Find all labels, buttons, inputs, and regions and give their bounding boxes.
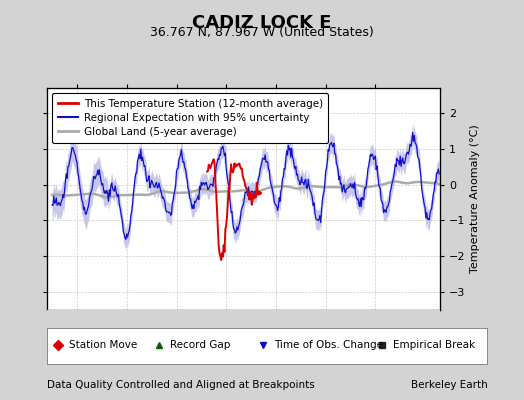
Text: Berkeley Earth: Berkeley Earth	[411, 380, 487, 390]
Text: CADIZ LOCK E: CADIZ LOCK E	[192, 14, 332, 32]
Text: Data Quality Controlled and Aligned at Breakpoints: Data Quality Controlled and Aligned at B…	[47, 380, 315, 390]
Text: Record Gap: Record Gap	[170, 340, 231, 350]
Text: Empirical Break: Empirical Break	[392, 340, 475, 350]
Text: 36.767 N, 87.967 W (United States): 36.767 N, 87.967 W (United States)	[150, 26, 374, 39]
Text: Station Move: Station Move	[69, 340, 137, 350]
Legend: This Temperature Station (12-month average), Regional Expectation with 95% uncer: This Temperature Station (12-month avera…	[52, 93, 328, 143]
Text: Time of Obs. Change: Time of Obs. Change	[274, 340, 383, 350]
Y-axis label: Temperature Anomaly (°C): Temperature Anomaly (°C)	[470, 125, 480, 273]
